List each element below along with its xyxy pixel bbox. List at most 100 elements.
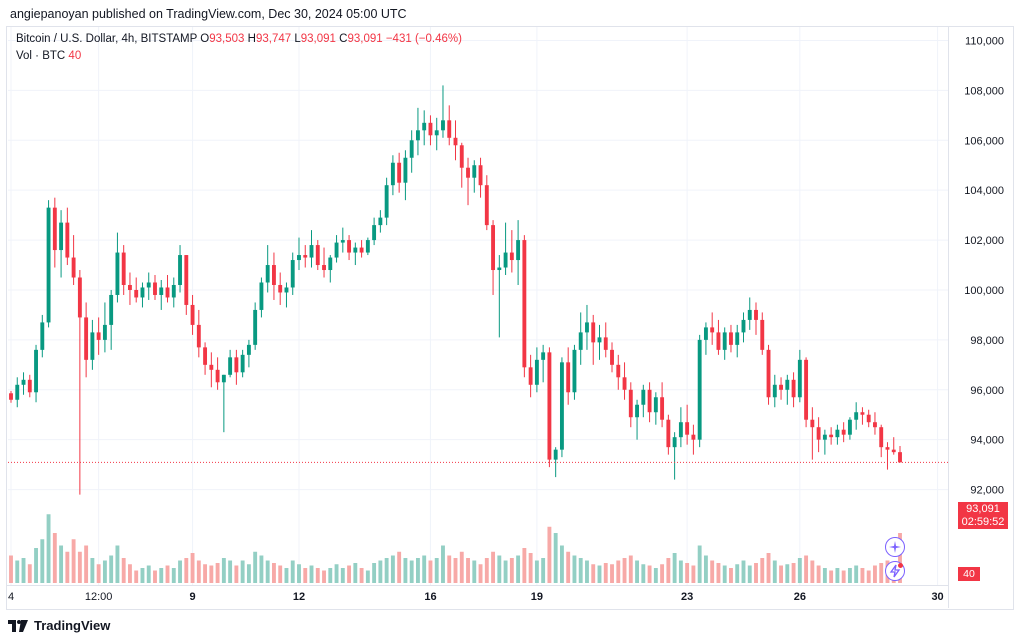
volume-bar — [797, 558, 802, 583]
close-label: C — [339, 33, 348, 45]
volume-bar — [528, 553, 533, 583]
candle-body — [772, 384, 777, 398]
candle-body — [810, 419, 815, 428]
x-tick-label: 16 — [424, 591, 436, 603]
candle-body — [860, 412, 865, 415]
volume-bar — [534, 560, 539, 583]
candle-body — [384, 185, 389, 218]
volume-bar — [866, 570, 871, 583]
lightning-alert-icon — [889, 564, 901, 578]
candle-body — [40, 322, 45, 350]
volume-bar — [378, 560, 383, 583]
volume-bar — [390, 555, 395, 583]
symbol-name: Bitcoin / U.S. Dollar, 4h, BITSTAMP — [16, 33, 198, 45]
footer-brand: TradingView — [34, 618, 111, 633]
volume-bar — [835, 568, 840, 583]
volume-bar — [516, 555, 521, 583]
candle-body — [196, 324, 201, 348]
low-value: 93,091 — [300, 33, 336, 45]
volume-bar — [459, 551, 464, 583]
volume-bar — [9, 555, 13, 583]
candle-body — [785, 379, 790, 390]
chart-frame[interactable] — [6, 26, 1014, 610]
volume-value: 40 — [68, 50, 82, 62]
volume-bar — [691, 565, 696, 583]
y-tick-label: 110,000 — [965, 35, 1004, 47]
candle-body — [90, 332, 95, 360]
last-price-tag: 93,091 02:59:52 — [958, 502, 1008, 529]
volume-bar — [841, 570, 846, 583]
candle-body — [328, 257, 333, 271]
add-indicator-button[interactable] — [885, 537, 905, 557]
footer[interactable]: TradingView — [8, 618, 110, 633]
y-tick-label: 108,000 — [964, 85, 1004, 97]
volume-bar — [15, 560, 20, 583]
last-price-value: 93,091 — [966, 503, 1000, 515]
candle-body — [203, 347, 208, 365]
high-value: 93,747 — [255, 33, 292, 45]
volume-bar — [347, 565, 352, 583]
candle-body — [797, 359, 802, 398]
candle-body — [516, 240, 521, 261]
candle-body — [691, 434, 696, 440]
volume-bar — [171, 568, 176, 583]
volume-bar — [365, 570, 370, 583]
candle-body — [891, 449, 896, 453]
volume-bar — [578, 558, 583, 583]
volume-bar — [478, 564, 483, 583]
volume-tag: 40 — [958, 567, 980, 581]
symbol-legend[interactable]: Bitcoin / U.S. Dollar, 4h, BITSTAMP O93,… — [16, 33, 462, 45]
volume-bar — [616, 560, 621, 583]
candle-body — [559, 362, 564, 450]
candle-body — [240, 354, 245, 373]
candle-body — [434, 130, 439, 136]
volume-bar — [297, 564, 301, 583]
volume-bar — [541, 558, 546, 583]
volume-bar — [40, 539, 45, 583]
volume-bar — [215, 563, 220, 583]
y-tick-label: 98,000 — [970, 335, 1004, 347]
candle-body — [472, 165, 477, 178]
open-value: 93,503 — [209, 33, 245, 45]
volume-bar — [503, 560, 508, 583]
candle-body — [898, 452, 902, 463]
high-label: H — [247, 33, 256, 45]
candle-body — [34, 349, 38, 393]
volume-bar — [21, 558, 26, 583]
volume-bar — [653, 568, 658, 583]
candle-body — [372, 225, 377, 241]
volume-bar — [159, 568, 164, 583]
candle-body — [585, 322, 589, 333]
volume-bar — [434, 558, 439, 583]
volume-bar — [372, 563, 377, 583]
candle-body — [365, 240, 370, 253]
volume-bar — [278, 565, 283, 583]
candle-body — [315, 245, 320, 266]
candle-body — [441, 120, 445, 131]
volume-bar — [647, 565, 652, 583]
volume-bar — [678, 560, 683, 583]
volume-bar — [96, 564, 101, 583]
volume-bar — [403, 558, 408, 583]
candle-body — [171, 284, 176, 298]
volume-bar — [710, 560, 715, 583]
candle-body — [622, 377, 627, 390]
volume-bar — [829, 570, 834, 583]
alert-button[interactable] — [885, 561, 905, 581]
volume-legend[interactable]: Vol · BTC 40 — [16, 50, 81, 62]
tradingview-logo-icon — [8, 619, 28, 632]
volume-bar — [509, 558, 514, 583]
volume-bar — [603, 563, 608, 583]
volume-bar — [228, 560, 233, 583]
volume-bar — [716, 563, 721, 583]
plus-circle-icon — [889, 541, 901, 553]
volume-bar — [153, 570, 157, 583]
volume-bar — [178, 560, 182, 583]
candle-body — [572, 349, 577, 393]
candle-body — [791, 379, 796, 398]
candle-body — [284, 287, 289, 293]
volume-bar — [572, 555, 577, 583]
volume-bar — [353, 563, 358, 583]
candle-body — [653, 397, 658, 413]
